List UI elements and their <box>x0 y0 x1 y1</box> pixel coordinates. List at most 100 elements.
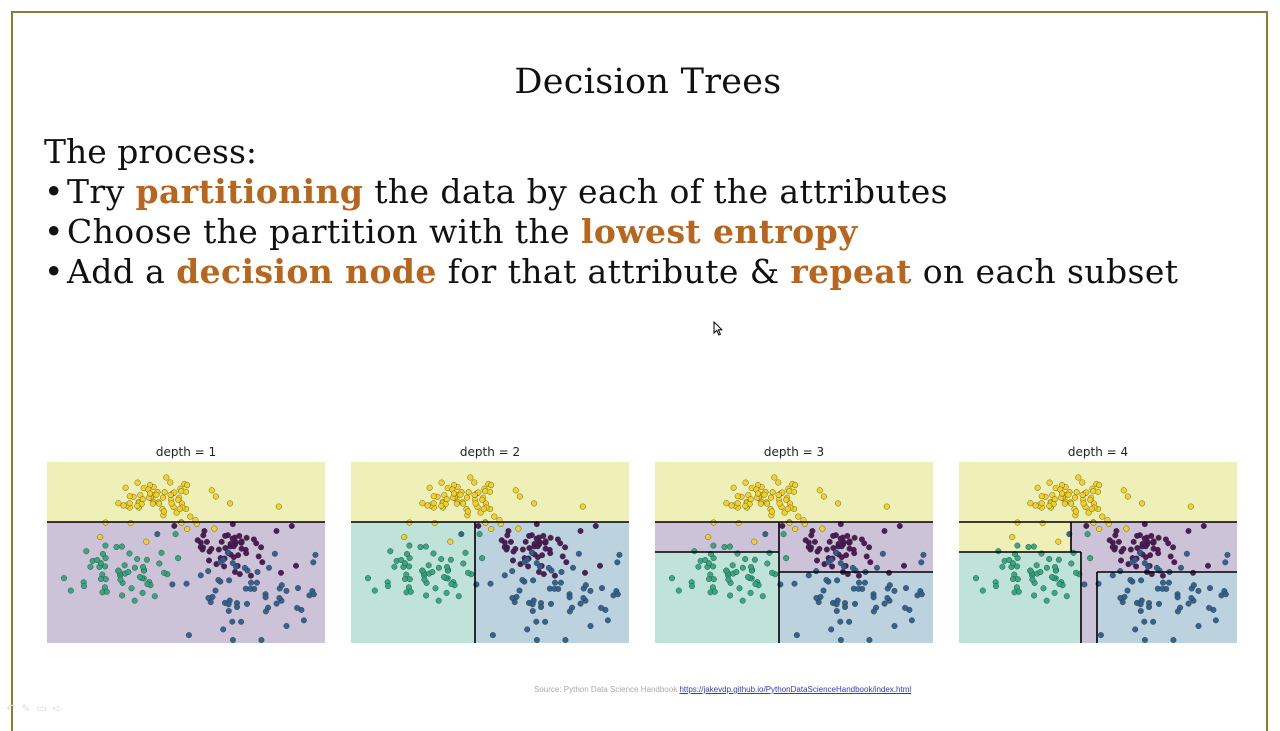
data-point <box>533 618 540 625</box>
data-point <box>122 484 129 491</box>
plot-canvas <box>47 462 325 643</box>
data-point <box>480 505 487 512</box>
data-point <box>185 632 192 639</box>
data-point <box>220 556 227 563</box>
data-point <box>735 520 742 527</box>
data-point <box>820 493 827 500</box>
data-point <box>1141 560 1148 567</box>
data-point <box>131 564 138 571</box>
data-point <box>422 543 429 550</box>
data-point <box>832 549 839 556</box>
data-point <box>562 544 569 551</box>
data-point <box>1222 591 1229 598</box>
data-point <box>126 493 133 500</box>
data-point <box>524 556 531 563</box>
data-point <box>211 525 218 532</box>
data-point <box>808 544 815 551</box>
data-point <box>1065 491 1072 498</box>
data-point <box>1150 539 1157 546</box>
data-point <box>163 474 170 481</box>
data-point <box>734 500 741 507</box>
data-point <box>220 626 227 633</box>
data-point <box>515 525 522 532</box>
data-point <box>143 538 150 545</box>
data-point <box>775 491 782 498</box>
data-point <box>175 496 182 503</box>
data-point <box>1033 562 1040 569</box>
data-point <box>1038 493 1045 500</box>
data-point <box>566 608 573 615</box>
data-point <box>136 573 143 580</box>
data-point <box>780 531 787 538</box>
data-point <box>529 601 536 608</box>
data-point <box>535 568 542 575</box>
slides-icon[interactable]: ▭ <box>36 702 53 715</box>
data-point <box>866 636 873 643</box>
source-link[interactable]: https://jakevdp.github.io/PythonDataScie… <box>679 685 912 694</box>
data-point <box>176 505 183 512</box>
data-point <box>229 560 236 567</box>
data-point <box>475 522 482 529</box>
data-point <box>472 500 479 507</box>
data-point <box>721 543 728 550</box>
data-point <box>1124 587 1131 594</box>
pen-icon[interactable]: ✎ <box>21 702 37 715</box>
data-point <box>867 559 874 566</box>
data-point <box>851 534 858 541</box>
back-icon[interactable]: ↶ <box>6 702 22 715</box>
data-point <box>710 563 717 570</box>
data-point <box>435 597 442 604</box>
data-point <box>805 539 812 546</box>
data-point <box>734 493 741 500</box>
data-point <box>739 597 746 604</box>
forward-icon[interactable]: ➪ <box>52 702 69 715</box>
data-point <box>120 502 127 509</box>
data-point <box>488 525 495 532</box>
data-point <box>855 579 862 586</box>
data-point <box>519 576 526 583</box>
data-point <box>784 505 791 512</box>
data-point <box>421 576 428 583</box>
data-point <box>524 626 531 633</box>
data-point <box>443 589 450 596</box>
data-point <box>243 534 250 541</box>
data-point <box>205 557 212 564</box>
data-point <box>826 538 833 545</box>
data-point <box>689 583 696 590</box>
decision-region <box>655 552 779 643</box>
data-point <box>258 544 265 551</box>
data-point <box>1061 500 1068 507</box>
data-point <box>849 564 856 571</box>
data-point <box>1127 576 1134 583</box>
data-point <box>855 585 862 592</box>
data-point <box>229 618 236 625</box>
data-point <box>1138 577 1145 584</box>
data-point <box>139 496 146 503</box>
data-point <box>205 594 212 601</box>
data-point <box>224 532 231 539</box>
data-point <box>1029 576 1036 583</box>
data-point <box>429 568 436 575</box>
data-point <box>255 553 262 560</box>
data-point <box>1159 572 1166 579</box>
data-point <box>873 564 880 571</box>
data-point <box>443 496 450 503</box>
data-point <box>487 580 494 587</box>
data-point <box>1079 479 1086 486</box>
data-point <box>736 585 743 592</box>
data-point <box>558 568 565 575</box>
data-point <box>551 579 558 586</box>
data-point <box>751 556 758 563</box>
data-point <box>447 538 454 545</box>
plot-title: depth = 2 <box>459 445 521 459</box>
data-point <box>197 539 204 546</box>
data-point <box>1206 604 1213 611</box>
data-point <box>614 559 621 566</box>
data-point <box>542 539 549 546</box>
data-point <box>172 531 179 538</box>
data-point <box>161 489 168 496</box>
data-point <box>533 636 540 643</box>
data-point <box>1055 538 1062 545</box>
data-point <box>1141 636 1148 643</box>
data-point <box>253 579 260 586</box>
